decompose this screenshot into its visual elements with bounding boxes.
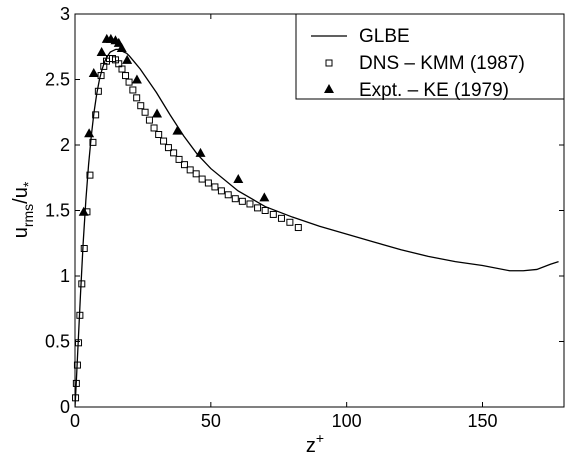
dns-point <box>122 72 130 80</box>
y-tick-label: 1.5 <box>45 201 70 221</box>
y-axis-label-den-sub: * <box>20 181 36 187</box>
series-layer <box>75 48 559 407</box>
x-axis-ticks: 0 50 100 150 <box>70 14 498 431</box>
expt-point <box>78 206 89 216</box>
y-axis-label: urms/u* <box>10 181 36 238</box>
y-tick-label: 2 <box>60 135 70 155</box>
dns-point <box>97 72 105 80</box>
y-axis-label-den: u <box>10 187 32 198</box>
dns-point <box>145 116 153 124</box>
dns-point <box>92 111 100 119</box>
expt-point <box>96 46 107 56</box>
dns-point <box>224 191 232 199</box>
y-axis-label-num-sub: rms <box>20 204 36 227</box>
x-tick-label: 100 <box>332 411 362 431</box>
expt-point <box>172 125 183 135</box>
x-tick-label: 0 <box>70 411 80 431</box>
dns-point <box>125 78 133 86</box>
y-tick-label: 0 <box>60 397 70 417</box>
expt-point <box>116 43 127 53</box>
dns-point <box>217 187 225 195</box>
dns-point <box>294 224 302 232</box>
dns-point <box>150 124 158 132</box>
y-tick-label: 3 <box>60 4 70 24</box>
dns-point <box>277 214 285 222</box>
dns-point <box>94 87 102 95</box>
dns-point <box>231 195 239 203</box>
dns-point <box>137 102 145 110</box>
dns-point <box>238 197 246 205</box>
x-axis-label-sup: + <box>316 430 324 446</box>
expt-point <box>84 128 95 138</box>
x-tick-label: 50 <box>201 411 221 431</box>
y-tick-label: 1 <box>60 266 70 286</box>
dns-point <box>286 218 294 226</box>
dns-point <box>164 144 172 152</box>
expt-point <box>131 74 142 84</box>
y-tick-label: 0.5 <box>45 332 70 352</box>
legend-label-expt: Expt. – KE (1979) <box>359 80 509 101</box>
dns-point <box>72 394 80 402</box>
x-axis-label: z+ <box>306 430 324 457</box>
legend: GLBE DNS – KMM (1987) Expt. – KE (1979) <box>295 13 565 101</box>
dns-point <box>133 94 141 102</box>
legend-label-dns: DNS – KMM (1987) <box>359 53 525 74</box>
dns-point <box>76 311 84 319</box>
legend-label-glbe: GLBE <box>359 26 410 47</box>
dns-point <box>80 244 88 252</box>
dns-point <box>269 210 277 218</box>
dns-point <box>186 166 194 174</box>
dns-point <box>72 379 80 387</box>
expt-point <box>122 54 133 64</box>
dns-point <box>204 179 212 187</box>
dns-point <box>78 280 86 288</box>
legend-box <box>295 13 565 100</box>
dns-point <box>141 108 149 116</box>
dns-point <box>73 361 81 369</box>
dns-point <box>198 175 206 183</box>
dns-point <box>129 86 137 94</box>
legend-marker-expt <box>324 84 334 93</box>
dns-point <box>86 171 94 179</box>
x-tick-label: 150 <box>467 411 497 431</box>
dns-point <box>170 149 178 157</box>
dns-point <box>180 161 188 169</box>
dns-point <box>155 131 163 139</box>
expt-point <box>233 174 244 184</box>
marker-layer <box>72 33 302 402</box>
expt-point <box>195 147 206 157</box>
dns-point <box>75 339 83 347</box>
dns-point <box>246 200 254 208</box>
dns-point <box>160 137 168 145</box>
series-line-glbe <box>75 48 559 407</box>
dns-point <box>211 183 219 191</box>
dns-point <box>261 207 269 214</box>
dns-point <box>192 170 200 178</box>
expt-point <box>259 192 270 202</box>
dns-point <box>118 65 126 73</box>
dns-point <box>254 204 262 212</box>
dns-point <box>89 138 97 146</box>
dns-point <box>175 155 183 163</box>
y-axis-label-slash: / <box>10 198 32 204</box>
expt-point <box>152 108 163 118</box>
expt-point <box>88 67 99 77</box>
y-tick-label: 2.5 <box>45 70 70 90</box>
y-axis-label-num: u <box>10 227 32 238</box>
x-axis-label-base: z <box>306 435 316 457</box>
legend-marker-dns <box>325 59 333 67</box>
y-axis-ticks: 0 0.5 1 1.5 2 2.5 3 <box>45 4 564 417</box>
